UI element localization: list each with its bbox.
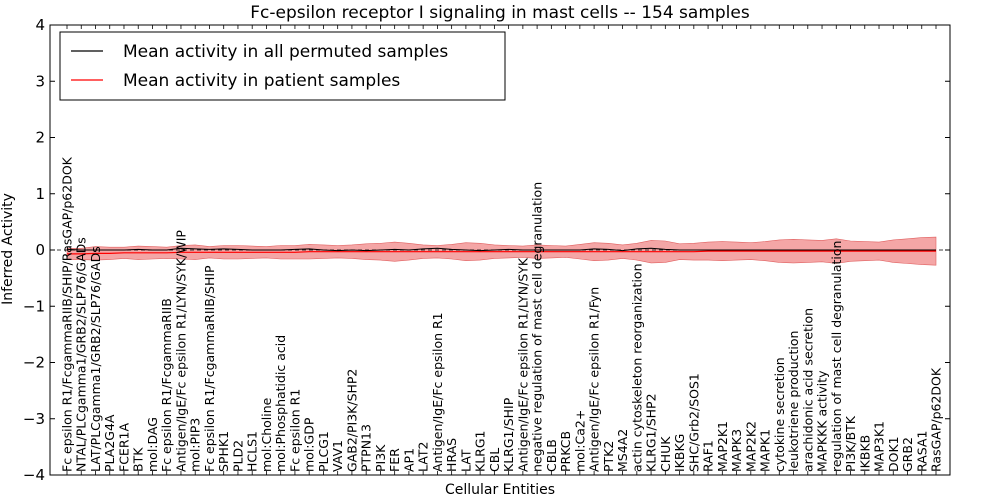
x-category-label: Antigen/IgE/Fc epsilon R1/LYN/SYK/WIP xyxy=(174,230,189,472)
x-category-label: PI3K xyxy=(373,444,388,472)
x-category-label: PRKCB xyxy=(558,431,573,472)
chart-title: Fc-epsilon receptor I signaling in mast … xyxy=(250,3,750,23)
x-category-label: mol:Ca2+ xyxy=(572,410,587,472)
x-category-label: Antigen/IgE/Fc epsilon R1/Fyn xyxy=(587,287,602,472)
x-category-label: mol:PIP3 xyxy=(188,418,203,472)
x-category-label: Fc epsilon R1/FcgammaRIIB xyxy=(159,298,174,472)
x-category-label: KLRG1/SHP2 xyxy=(644,393,659,472)
x-category-label: Antigen/IgE/Fc epsilon R1 xyxy=(430,312,445,472)
x-category-label: leukotriene production xyxy=(786,331,801,472)
x-category-label: VAV1 xyxy=(330,440,345,472)
x-category-label: MAP3K1 xyxy=(872,421,887,472)
x-category-label: FCER1A xyxy=(117,423,132,472)
x-category-label: CHUK xyxy=(658,436,673,472)
y-tick-label: −2 xyxy=(23,354,45,372)
x-category-label: MS4A2 xyxy=(615,429,630,472)
x-category-label: HCLS1 xyxy=(245,431,260,472)
x-category-label: BTK xyxy=(131,447,146,472)
x-category-label: AP1 xyxy=(401,448,416,472)
x-category-label: Fc epsilon R1/FcgammaRIIB/SHIP/RasGAP/p6… xyxy=(60,156,75,472)
x-category-label: GRB2 xyxy=(900,437,915,472)
x-category-label: IKBKG xyxy=(672,434,687,472)
x-category-label: arachidonic acid secretion xyxy=(800,308,815,472)
y-tick-label: 2 xyxy=(35,129,45,147)
x-category-label: MAPK3 xyxy=(729,429,744,472)
permuted-mean-line xyxy=(66,247,936,252)
x-category-label: SHC/Grb2/SOS1 xyxy=(686,373,701,472)
x-category-label: mol:GDP xyxy=(302,417,317,472)
y-tick-label: −1 xyxy=(23,297,45,315)
x-category-label: KLRG1 xyxy=(473,431,488,473)
x-category-label: LAT xyxy=(458,449,473,472)
x-category-label: MAPK1 xyxy=(758,429,773,472)
x-category-label: LAT2 xyxy=(416,442,431,472)
x-category-label: LAT/PLCgamma1/GRB2/SLP76/GADs xyxy=(88,246,103,472)
x-category-label: actin cytoskeleton reorganization xyxy=(629,263,644,472)
x-category-label: cytokine secretion xyxy=(772,357,787,472)
x-category-label: negative regulation of mast cell degranu… xyxy=(530,182,545,472)
x-category-label: PI3K/BTK xyxy=(843,415,858,472)
x-category-label: HRAS xyxy=(444,438,459,472)
x-category-label: CBL xyxy=(487,448,502,472)
x-category-label: mol:Choline xyxy=(259,397,274,472)
x-category-label: mol:DAG xyxy=(145,417,160,472)
legend-label-patient: Mean activity in patient samples xyxy=(123,71,400,91)
x-category-label: IKBKB xyxy=(857,435,872,472)
category-labels: Fc epsilon R1/FcgammaRIIB/SHIP/RasGAP/p6… xyxy=(60,156,944,472)
legend-label-permuted: Mean activity in all permuted samples xyxy=(123,42,448,62)
x-category-label: SPHK1 xyxy=(216,431,231,472)
x-category-label: RASA1 xyxy=(914,431,929,472)
x-category-label: KLRG1/SHIP xyxy=(501,397,516,472)
x-category-label: PLA2G4A xyxy=(102,414,117,472)
x-category-label: Fc epsilon R1/FcgammaRIIB/SHIP xyxy=(202,265,217,472)
x-category-label: GAB2/PI3K/SHP2 xyxy=(344,369,359,472)
x-axis-label: Cellular Entities xyxy=(445,482,555,498)
y-tick-label: 4 xyxy=(35,16,45,34)
x-category-label: PTPN13 xyxy=(359,424,374,472)
x-category-label: PTK2 xyxy=(601,441,616,472)
y-axis-label: Inferred Activity xyxy=(0,193,16,305)
x-category-label: mol:Phosphatidic acid xyxy=(273,335,288,472)
x-axis xyxy=(66,25,937,475)
x-category-label: DOK1 xyxy=(886,436,901,472)
x-category-label: MAP2K1 xyxy=(715,421,730,472)
x-category-label: MAP2K2 xyxy=(743,421,758,472)
x-category-label: MAPKKK activity xyxy=(815,370,830,472)
y-tick-label: −4 xyxy=(23,466,45,484)
legend: Mean activity in all permuted samples Me… xyxy=(59,31,506,101)
legend-box xyxy=(59,31,506,101)
y-axis: −4 −3 −2 −1 0 1 2 3 4 xyxy=(23,16,950,484)
x-category-label: Antigen/IgE/Fc epsilon R1/LYN/SYK xyxy=(515,257,530,472)
x-category-label: RAF1 xyxy=(701,440,716,472)
x-category-label: PLCG1 xyxy=(316,431,331,472)
x-category-label: FER xyxy=(387,448,402,472)
series-lines-layer xyxy=(50,247,950,255)
x-category-label: Fc epsilon R1 xyxy=(287,389,302,472)
y-tick-label: 3 xyxy=(35,72,45,90)
x-category-label: regulation of mast cell degranulation xyxy=(829,241,844,472)
y-tick-label: −3 xyxy=(23,410,45,428)
x-category-label: NTAL/PLCgamma1/GRB2/SLP76/GADs xyxy=(74,237,89,472)
patient-mean-line xyxy=(67,250,936,255)
x-category-label: RasGAP/p62DOK xyxy=(929,367,944,472)
x-category-label: PLD2 xyxy=(231,440,246,472)
y-tick-label: 1 xyxy=(35,185,45,203)
x-category-label: CBLB xyxy=(544,439,559,472)
y-tick-label: 0 xyxy=(35,241,45,259)
